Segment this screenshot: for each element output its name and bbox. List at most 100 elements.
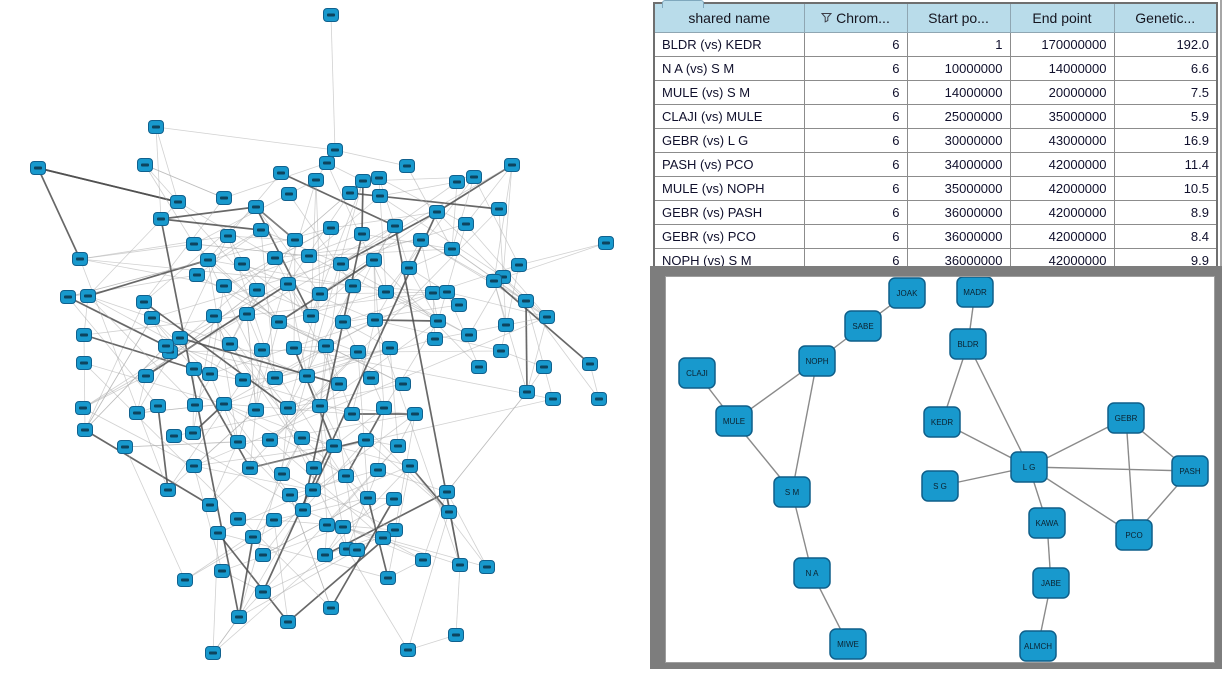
- overview-node[interactable]: [136, 295, 152, 309]
- overview-node[interactable]: [248, 200, 264, 214]
- cell-value[interactable]: 6: [803, 80, 908, 105]
- overview-node[interactable]: [242, 461, 258, 475]
- node-bldr[interactable]: BLDR: [949, 328, 987, 360]
- overview-node[interactable]: [372, 189, 388, 203]
- overview-node[interactable]: [519, 385, 535, 399]
- cell-shared-name[interactable]: MULE (vs) NOPH: [653, 176, 805, 201]
- overview-node[interactable]: [382, 341, 398, 355]
- overview-node[interactable]: [253, 223, 269, 237]
- overview-node[interactable]: [189, 268, 205, 282]
- cell-value[interactable]: 14000000: [1009, 56, 1115, 81]
- overview-node[interactable]: [222, 337, 238, 351]
- overview-node[interactable]: [598, 236, 614, 250]
- column-header-end-point[interactable]: End point: [1009, 2, 1115, 33]
- overview-node[interactable]: [72, 252, 88, 266]
- cell-value[interactable]: 14000000: [906, 80, 1011, 105]
- overview-node[interactable]: [202, 498, 218, 512]
- overview-node[interactable]: [317, 548, 333, 562]
- cell-value[interactable]: 7.5: [1113, 80, 1218, 105]
- overview-node[interactable]: [30, 161, 46, 175]
- overview-node[interactable]: [439, 485, 455, 499]
- overview-node[interactable]: [235, 373, 251, 387]
- overview-node[interactable]: [323, 221, 339, 235]
- overview-node[interactable]: [281, 187, 297, 201]
- column-header-chrom[interactable]: Chrom...: [803, 2, 908, 33]
- overview-node[interactable]: [249, 283, 265, 297]
- cell-value[interactable]: 6: [803, 176, 908, 201]
- cell-value[interactable]: 16.9: [1113, 128, 1218, 153]
- cell-value[interactable]: 25000000: [906, 104, 1011, 129]
- overview-node[interactable]: [349, 543, 365, 557]
- overview-node[interactable]: [387, 523, 403, 537]
- node-joak[interactable]: JOAK: [888, 277, 926, 309]
- overview-node[interactable]: [479, 560, 495, 574]
- overview-node[interactable]: [75, 401, 91, 415]
- table-row[interactable]: GEBR (vs) PASH 6 36000000 42000000 8.9: [653, 200, 1218, 225]
- overview-node[interactable]: [333, 257, 349, 271]
- overview-node[interactable]: [299, 369, 315, 383]
- cell-value[interactable]: 36000000: [906, 200, 1011, 225]
- overview-node[interactable]: [444, 242, 460, 256]
- cell-value[interactable]: 10000000: [906, 56, 1011, 81]
- overview-node[interactable]: [407, 407, 423, 421]
- overview-node[interactable]: [448, 628, 464, 642]
- overview-node[interactable]: [342, 186, 358, 200]
- overview-node[interactable]: [452, 558, 468, 572]
- overview-node[interactable]: [301, 249, 317, 263]
- overview-node[interactable]: [202, 367, 218, 381]
- overview-node[interactable]: [413, 233, 429, 247]
- cell-value[interactable]: 6: [803, 224, 908, 249]
- overview-node[interactable]: [280, 277, 296, 291]
- overview-node[interactable]: [308, 173, 324, 187]
- overview-node[interactable]: [376, 401, 392, 415]
- overview-node[interactable]: [153, 212, 169, 226]
- overview-node[interactable]: [582, 357, 598, 371]
- overview-node[interactable]: [305, 483, 321, 497]
- overview-node[interactable]: [386, 492, 402, 506]
- overview-node[interactable]: [466, 170, 482, 184]
- overview-node[interactable]: [458, 217, 474, 231]
- overview-node[interactable]: [205, 646, 221, 660]
- cell-value[interactable]: 6: [803, 152, 908, 177]
- table-row[interactable]: PASH (vs) PCO 6 34000000 42000000 11.4: [653, 152, 1218, 177]
- overview-node[interactable]: [441, 505, 457, 519]
- overview-node[interactable]: [230, 512, 246, 526]
- cell-value[interactable]: 6: [803, 32, 908, 57]
- cell-value[interactable]: 42000000: [1009, 224, 1115, 249]
- node-gebr[interactable]: GEBR: [1107, 402, 1145, 434]
- cell-value[interactable]: 30000000: [906, 128, 1011, 153]
- overview-node[interactable]: [319, 518, 335, 532]
- overview-node[interactable]: [150, 399, 166, 413]
- cell-value[interactable]: 6: [803, 200, 908, 225]
- overview-node[interactable]: [77, 423, 93, 437]
- cell-value[interactable]: 20000000: [1009, 80, 1115, 105]
- cell-value[interactable]: 10.5: [1113, 176, 1218, 201]
- overview-node[interactable]: [591, 392, 607, 406]
- cell-value[interactable]: 34000000: [906, 152, 1011, 177]
- overview-node[interactable]: [245, 530, 261, 544]
- overview-node[interactable]: [234, 257, 250, 271]
- overview-node[interactable]: [262, 433, 278, 447]
- overview-node[interactable]: [363, 371, 379, 385]
- overview-node[interactable]: [430, 314, 446, 328]
- overview-node[interactable]: [390, 439, 406, 453]
- node-l-g[interactable]: L G: [1010, 451, 1048, 483]
- overview-node[interactable]: [267, 371, 283, 385]
- overview-node[interactable]: [216, 191, 232, 205]
- overview-node[interactable]: [187, 398, 203, 412]
- overview-node[interactable]: [338, 469, 354, 483]
- overview-node[interactable]: [80, 289, 96, 303]
- overview-node[interactable]: [399, 159, 415, 173]
- overview-node[interactable]: [287, 233, 303, 247]
- overview-node[interactable]: [429, 205, 445, 219]
- overview-node[interactable]: [117, 440, 133, 454]
- overview-node[interactable]: [138, 369, 154, 383]
- overview-node[interactable]: [230, 435, 246, 449]
- overview-node[interactable]: [366, 253, 382, 267]
- overview-node[interactable]: [400, 643, 416, 657]
- overview-node[interactable]: [274, 467, 290, 481]
- overview-node[interactable]: [511, 258, 527, 272]
- overview-node[interactable]: [327, 143, 343, 157]
- overview-node[interactable]: [335, 520, 351, 534]
- overview-node[interactable]: [319, 156, 335, 170]
